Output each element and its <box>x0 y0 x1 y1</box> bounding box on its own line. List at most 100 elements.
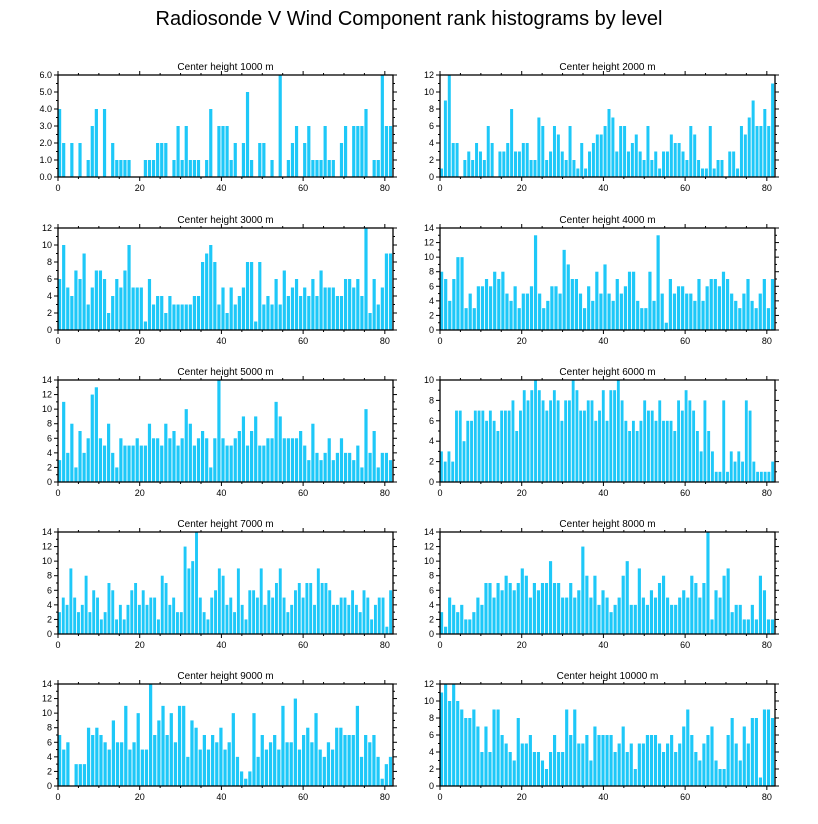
histogram-bar <box>309 583 313 634</box>
histogram-bar <box>221 126 225 177</box>
histogram-bar <box>143 445 147 482</box>
histogram-bar <box>241 287 246 330</box>
histogram-bar <box>200 262 205 330</box>
histogram-bar <box>770 619 775 634</box>
histogram-bar <box>444 279 448 330</box>
x-tick-label: 80 <box>380 183 390 193</box>
histogram-bar <box>147 423 152 482</box>
y-tick-label: 6 <box>429 281 434 291</box>
histogram-bar <box>335 604 339 634</box>
histogram-bar <box>231 713 235 786</box>
histogram-bar <box>303 287 307 330</box>
histogram-bar <box>277 749 281 786</box>
histogram-bar <box>517 151 521 177</box>
y-tick-label: 14 <box>424 223 434 233</box>
histogram-bar <box>319 160 323 177</box>
histogram-bar <box>168 604 172 634</box>
histogram-bar <box>119 438 123 482</box>
histogram-bar <box>733 461 737 482</box>
histogram-bar <box>327 287 331 330</box>
histogram-bar <box>388 460 393 482</box>
histogram-bar <box>562 249 566 330</box>
histogram-bar <box>376 304 380 330</box>
histogram-bar <box>127 245 131 330</box>
histogram-bar <box>196 438 201 482</box>
histogram-bar <box>86 727 91 786</box>
histogram-bar <box>492 420 496 482</box>
histogram-bar <box>190 720 194 786</box>
histogram-bar <box>182 705 186 786</box>
y-tick-label: 2 <box>429 764 434 774</box>
histogram-bar <box>577 743 581 786</box>
histogram-bar <box>372 160 376 177</box>
histogram-bar <box>172 160 176 177</box>
histogram-bar <box>384 452 389 482</box>
histogram-bar <box>564 400 568 482</box>
histogram-bar <box>467 151 471 177</box>
histogram-bar <box>566 264 570 330</box>
histogram-bar <box>322 756 326 786</box>
y-tick-label: 2 <box>47 766 52 776</box>
histogram-bar <box>143 160 147 177</box>
histogram-bar <box>532 583 536 634</box>
histogram-bar <box>209 245 213 330</box>
histogram-bar <box>654 151 658 177</box>
histogram-bar <box>548 752 553 786</box>
histogram-bar <box>78 143 82 177</box>
histogram-bar <box>80 604 84 634</box>
histogram-bar <box>477 410 481 482</box>
histogram-bar <box>497 279 501 330</box>
histogram-bar <box>638 151 642 177</box>
y-tick-label: 10 <box>424 375 434 385</box>
histogram-bar <box>69 568 73 634</box>
histogram-bar <box>184 409 188 482</box>
histogram-bar <box>755 126 759 177</box>
x-tick-label: 20 <box>135 792 145 802</box>
histogram-bar <box>701 300 705 330</box>
histogram-bar <box>164 583 168 634</box>
histogram-bar <box>553 583 557 634</box>
histogram-bar <box>241 416 246 482</box>
histogram-bar <box>591 143 595 177</box>
histogram-bar <box>241 143 246 177</box>
histogram-bar <box>307 126 311 177</box>
histogram-bar <box>558 293 562 330</box>
x-tick-label: 60 <box>298 183 308 193</box>
histogram-bar <box>737 451 741 482</box>
histogram-bar <box>440 271 444 330</box>
panel-title: Center height 6000 m <box>559 367 655 378</box>
histogram-bar <box>476 597 480 634</box>
histogram-bar <box>229 287 233 330</box>
histogram-bar <box>546 300 550 330</box>
histogram-bar <box>188 423 192 482</box>
histogram-bar <box>697 279 701 330</box>
histogram-bar <box>625 752 629 786</box>
histogram-bar <box>310 742 314 786</box>
histogram-bar <box>500 590 504 634</box>
y-tick-label: 4 <box>47 752 52 762</box>
histogram-bar <box>132 742 136 786</box>
histogram-bar <box>102 109 107 177</box>
histogram-bar <box>290 438 295 482</box>
histogram-bar <box>443 461 447 482</box>
histogram-bar <box>217 126 221 177</box>
histogram-bar <box>184 304 188 330</box>
histogram-bar <box>244 778 248 786</box>
x-tick-label: 60 <box>298 336 308 346</box>
histogram-bar <box>98 270 103 330</box>
histogram-bar <box>388 126 393 177</box>
histogram-bar <box>343 126 348 177</box>
x-tick-label: 0 <box>55 792 60 802</box>
histogram-bar <box>331 160 335 177</box>
histogram-bar <box>587 286 591 330</box>
histogram-bar <box>115 742 120 786</box>
histogram-bar <box>758 293 762 330</box>
histogram-bar <box>674 604 678 634</box>
histogram-bar <box>351 735 355 786</box>
histogram-bar <box>103 742 107 786</box>
histogram-bar <box>578 293 583 330</box>
histogram-bar <box>115 467 119 482</box>
y-tick-label: 0 <box>429 172 434 182</box>
y-tick-label: 6 <box>429 585 434 595</box>
histogram-bar <box>58 612 61 634</box>
